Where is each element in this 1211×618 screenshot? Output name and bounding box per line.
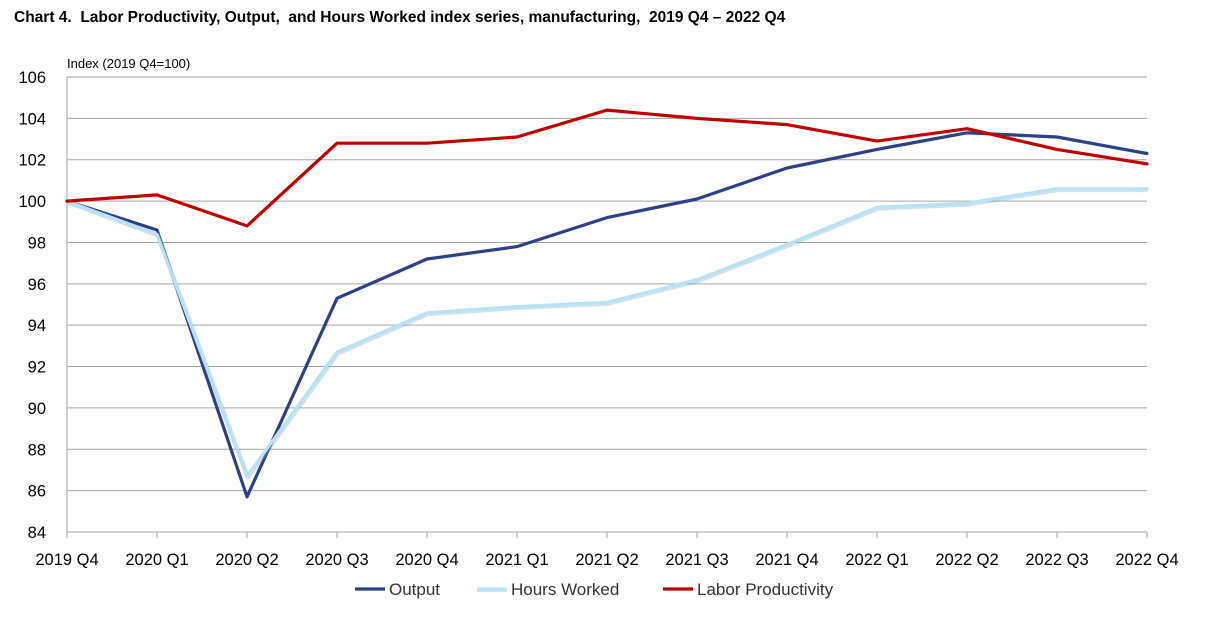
x-tick-label: 2020 Q4 — [395, 551, 458, 569]
x-tick-label: 2022 Q1 — [845, 551, 908, 569]
y-tick-label: 104 — [18, 110, 46, 128]
y-axis-label: Index (2019 Q4=100) — [67, 56, 190, 71]
series-line — [65, 131, 1149, 499]
series-line — [65, 108, 1149, 228]
x-tick-label: 2022 Q4 — [1115, 551, 1178, 569]
x-tick-label: 2022 Q2 — [935, 551, 998, 569]
x-tick-label: 2020 Q3 — [305, 551, 368, 569]
y-tick-label: 88 — [28, 441, 46, 459]
y-tick-label: 106 — [18, 69, 46, 87]
x-tick-label: 2019 Q4 — [35, 551, 98, 569]
x-tick-label: 2021 Q4 — [755, 551, 818, 569]
y-tick-label: 100 — [18, 193, 46, 211]
chart-title: Chart 4. Labor Productivity, Output, and… — [14, 9, 786, 26]
legend: Output Hours Worked Labor Productivity — [355, 580, 834, 599]
y-tick-label: 96 — [28, 276, 46, 294]
legend-label: Output — [389, 580, 440, 599]
y-tick-label: 86 — [28, 483, 46, 501]
y-tick-label: 90 — [28, 400, 46, 418]
x-tick-label: 2021 Q3 — [665, 551, 728, 569]
legend-label: Hours Worked — [511, 580, 619, 599]
x-tick-label: 2022 Q3 — [1025, 551, 1088, 569]
axes — [66, 77, 1148, 538]
series-lines — [65, 108, 1149, 499]
y-tick-label: 98 — [28, 234, 46, 252]
y-tick-label: 92 — [28, 359, 46, 377]
gridlines — [67, 76, 1147, 492]
x-tick-label: 2020 Q1 — [125, 551, 188, 569]
x-tick-label: 2021 Q1 — [485, 551, 548, 569]
y-tick-labels: 84 86 88 90 92 94 96 98 100 102 104 106 — [18, 69, 46, 542]
y-tick-label: 94 — [28, 317, 46, 335]
y-tick-label: 102 — [18, 152, 46, 170]
legend-label: Labor Productivity — [697, 580, 834, 599]
x-tick-label: 2021 Q2 — [575, 551, 638, 569]
x-tick-label: 2020 Q2 — [215, 551, 278, 569]
series-line — [65, 187, 1149, 478]
x-tick-labels: 2019 Q4 2020 Q1 2020 Q2 2020 Q3 2020 Q4 2021 … — [35, 551, 1178, 569]
y-tick-label: 84 — [28, 524, 46, 542]
